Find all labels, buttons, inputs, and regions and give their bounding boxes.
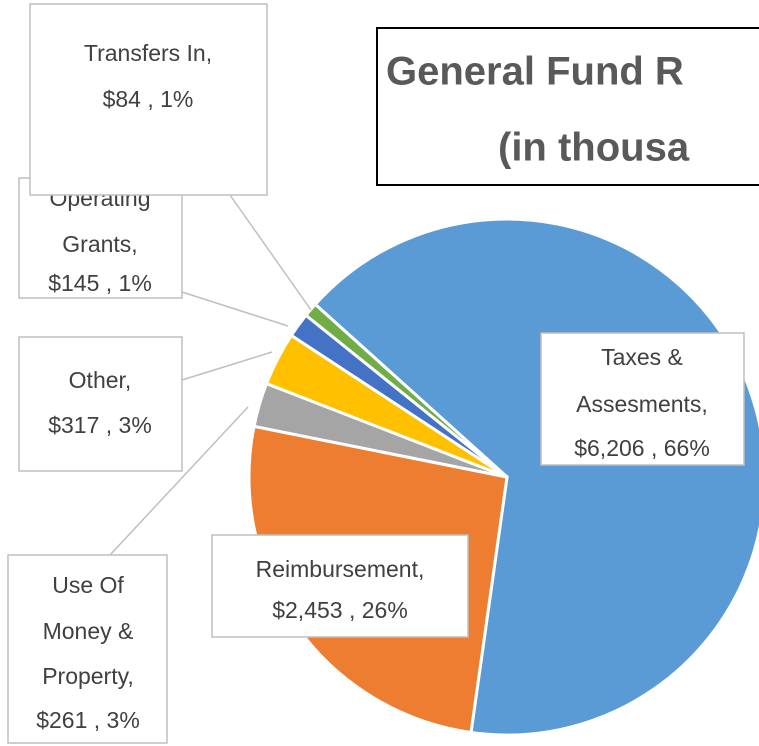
leader-line — [181, 351, 273, 381]
category-label: Assesments, — [576, 391, 708, 417]
category-label: Reimbursement, — [256, 556, 425, 582]
label-box — [29, 3, 268, 196]
label-box — [18, 177, 183, 299]
chart-title: General Fund R — [386, 50, 684, 94]
category-label: Transfers In, — [84, 40, 212, 66]
label-box — [540, 332, 745, 466]
category-label: Taxes & — [601, 344, 683, 370]
value-label: $145 , 1% — [48, 270, 152, 296]
data-labels: Taxes & Assesments, $6,206 , 66% Reimbursem… — [7, 3, 745, 744]
label-box — [211, 534, 469, 638]
value-label: $317 , 3% — [48, 412, 152, 438]
leader-line — [109, 406, 249, 556]
category-label: Other, — [69, 367, 132, 393]
value-label: $261 , 3% — [36, 707, 140, 733]
leader-line — [181, 291, 289, 327]
category-label: Use Of — [52, 572, 124, 598]
label-box — [18, 336, 183, 472]
chart-subtitle: (in thousa — [498, 126, 690, 170]
title-box — [376, 27, 759, 186]
category-label: Property, — [42, 663, 134, 689]
value-label: $84 , 1% — [103, 86, 194, 112]
value-label: $2,453 , 26% — [272, 597, 408, 623]
value-label: $6,206 , 66% — [574, 435, 710, 461]
pie — [247, 217, 759, 737]
category-label: Money & — [43, 618, 134, 644]
category-label: Grants, — [62, 231, 137, 257]
label-box — [7, 554, 168, 744]
leader-line — [229, 194, 312, 311]
